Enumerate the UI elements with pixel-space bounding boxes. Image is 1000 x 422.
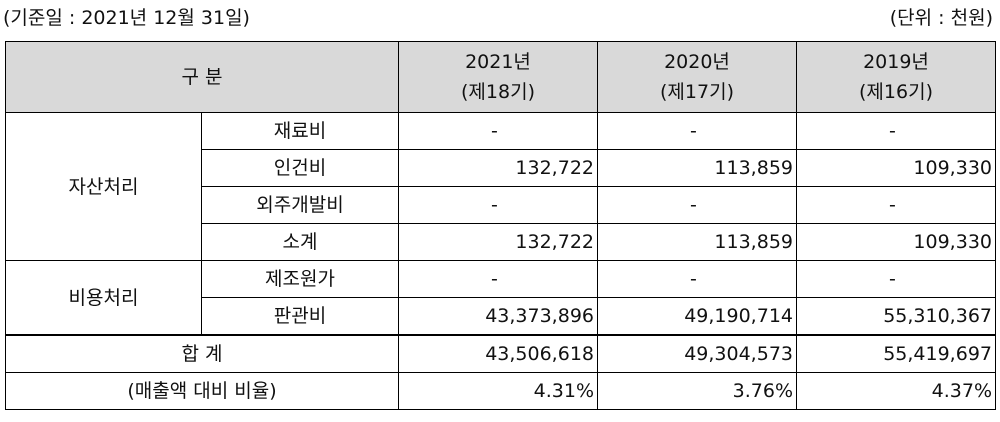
header-category: 구 분 [5, 41, 399, 113]
total-value: 43,506,618 [398, 334, 598, 373]
unit-label: (단위 : 천원) [889, 7, 993, 29]
total-value: 55,419,697 [796, 334, 996, 373]
cell-value: 113,859 [597, 223, 797, 261]
cell-value: 49,190,714 [597, 297, 797, 336]
base-date-label: (기준일 : 2021년 12월 31일) [3, 7, 250, 29]
total-label: 합 계 [5, 334, 399, 373]
table-row: 판관비 43,373,896 49,190,714 55,310,367 [6, 297, 996, 336]
rnd-expense-table: 구 분 2021년 (제18기) 2020년 (제17기) 2019년 (제16… [5, 41, 996, 410]
row-item: 인건비 [201, 149, 399, 187]
header-col-2019: 2019년 (제16기) [796, 41, 996, 113]
header-col-2021: 2021년 (제18기) [398, 41, 598, 113]
cell-value: - [796, 186, 996, 224]
header-period: (제16기) [859, 81, 933, 103]
row-item: 제조원가 [201, 260, 399, 298]
header-period: (제17기) [660, 81, 734, 103]
cell-value: 132,722 [398, 223, 598, 261]
group-label-expense: 비용처리 [5, 260, 202, 336]
cell-value: 132,722 [398, 149, 598, 187]
cell-value: 109,330 [796, 223, 996, 261]
header-category-label: 구 분 [181, 66, 223, 88]
row-item: 재료비 [201, 112, 399, 150]
ratio-row: (매출액 대비 비율) 4.31% 3.76% 4.37% [5, 372, 996, 410]
cell-value: 109,330 [796, 149, 996, 187]
table-row: 자산처리 재료비 - - - [5, 112, 996, 261]
total-row: 합 계 43,506,618 49,304,573 55,419,697 [5, 334, 996, 373]
header-year: 2019년 [863, 51, 929, 73]
group-label-asset: 자산처리 [5, 112, 202, 261]
cell-value: 55,310,367 [796, 297, 996, 336]
cell-value: - [796, 260, 996, 298]
cell-value: - [796, 112, 996, 150]
ratio-value: 4.37% [796, 372, 996, 410]
cell-value: 43,373,896 [398, 297, 598, 336]
cell-value: - [597, 112, 797, 150]
table-header-row: 구 분 2021년 (제18기) 2020년 (제17기) 2019년 (제16… [5, 41, 996, 113]
ratio-value: 4.31% [398, 372, 598, 410]
table-row: 비용처리 제조원가 - - - [5, 260, 996, 336]
row-item: 소계 [201, 223, 399, 261]
ratio-value: 3.76% [597, 372, 797, 410]
table-row: 외주개발비 - - - [6, 186, 996, 224]
header-col-2020: 2020년 (제17기) [597, 41, 797, 113]
cell-value: - [398, 112, 598, 150]
row-item: 외주개발비 [201, 186, 399, 224]
total-value: 49,304,573 [597, 334, 797, 373]
header-period: (제18기) [461, 81, 535, 103]
cell-value: - [398, 186, 598, 224]
cell-value: 113,859 [597, 149, 797, 187]
ratio-label: (매출액 대비 비율) [5, 372, 399, 410]
cell-value: - [597, 260, 797, 298]
table-row: 인건비 132,722 113,859 109,330 [6, 149, 996, 187]
header-year: 2021년 [465, 51, 531, 73]
row-item: 판관비 [201, 297, 399, 336]
cell-value: - [398, 260, 598, 298]
table-caption: (기준일 : 2021년 12월 31일) (단위 : 천원) [0, 2, 993, 34]
cell-value: - [597, 186, 797, 224]
header-year: 2020년 [664, 51, 730, 73]
